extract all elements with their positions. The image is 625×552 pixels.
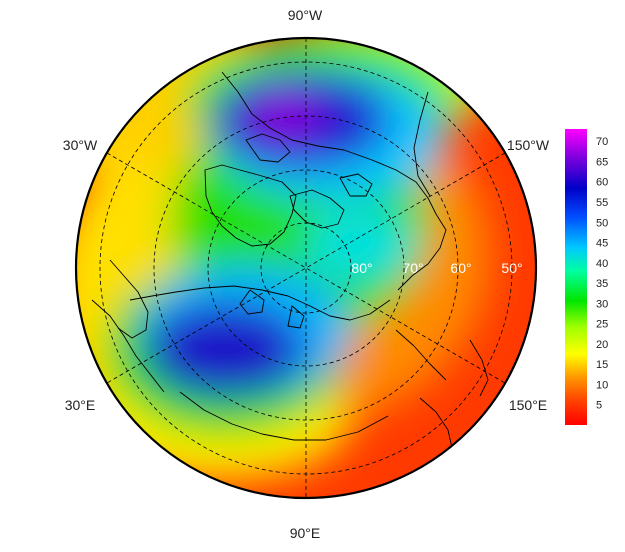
colorbar-tick-label: 40 bbox=[596, 258, 608, 270]
colorbar-tick-label: 5 bbox=[596, 400, 602, 412]
lat-label-50: 50° bbox=[501, 260, 522, 276]
colorbar-tick-label: 50 bbox=[596, 217, 608, 229]
lat-label-70: 70° bbox=[402, 260, 423, 276]
colorbar-tick-label: 20 bbox=[596, 339, 608, 351]
colorbar-tick-label: 35 bbox=[596, 278, 608, 290]
colorbar-tick-label: 60 bbox=[596, 177, 608, 189]
colorbar-ticks: 70 65 60 55 50 45 40 35 30 25 20 15 10 5 bbox=[596, 136, 608, 412]
lon-label-150w: 150°W bbox=[507, 137, 550, 153]
colorbar-tick-label: 45 bbox=[596, 238, 608, 250]
lon-label-30w: 30°W bbox=[63, 137, 98, 153]
colorbar-tick-label: 10 bbox=[596, 380, 608, 392]
lon-label-90w: 90°W bbox=[288, 7, 323, 23]
colorbar-tick-label: 15 bbox=[596, 359, 608, 371]
colorbar-ramp bbox=[565, 129, 587, 425]
colorbar-tick-label: 65 bbox=[596, 156, 608, 168]
lat-circle-70 bbox=[207, 169, 405, 367]
lat-label-80: 80° bbox=[351, 260, 372, 276]
lat-label-60: 60° bbox=[450, 260, 471, 276]
lon-label-150e: 150°E bbox=[509, 397, 547, 413]
map-boundary bbox=[74, 36, 538, 500]
colorbar: 70 65 60 55 50 45 40 35 30 25 20 15 10 5 bbox=[565, 129, 608, 425]
colorbar-tick-label: 25 bbox=[596, 319, 608, 331]
data-field bbox=[76, 38, 536, 498]
graticule bbox=[99, 38, 513, 498]
colorbar-tick-label: 70 bbox=[596, 136, 608, 148]
colorbar-tick-label: 55 bbox=[596, 197, 608, 209]
coastlines bbox=[91, 71, 489, 449]
lon-label-30e: 30°E bbox=[65, 397, 96, 413]
colorbar-tick-label: 30 bbox=[596, 298, 608, 310]
lon-label-90e: 90°E bbox=[290, 525, 321, 541]
